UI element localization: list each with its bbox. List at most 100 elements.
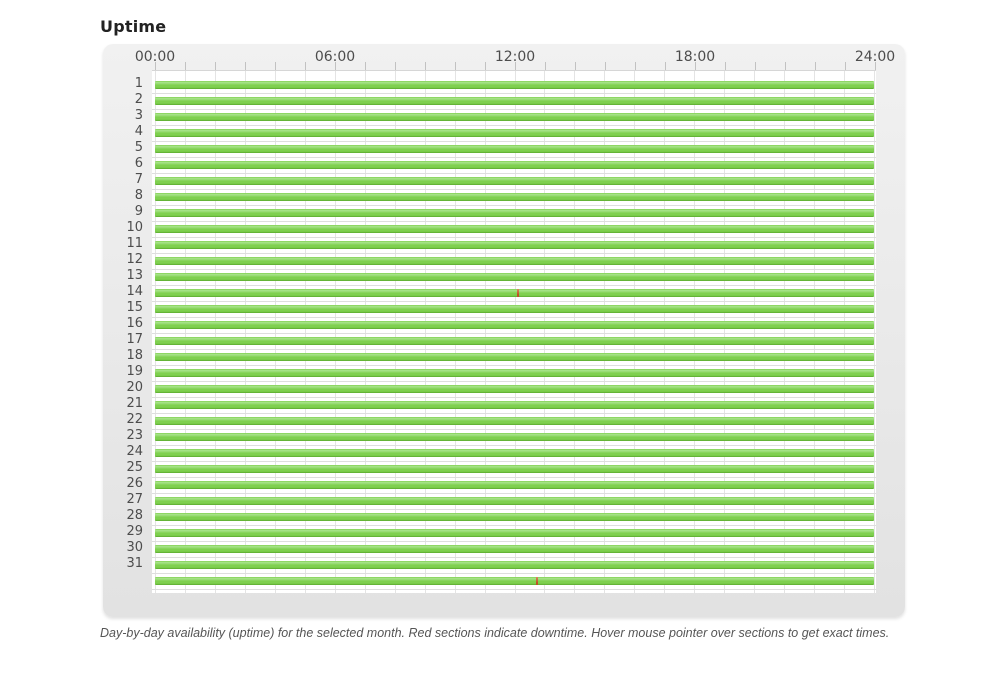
uptime-bar[interactable] bbox=[155, 529, 874, 537]
downtime-segment[interactable] bbox=[536, 577, 538, 585]
horizontal-gridline bbox=[152, 461, 876, 462]
uptime-bar[interactable] bbox=[155, 273, 874, 281]
day-label: 18 bbox=[126, 348, 143, 363]
time-axis-label: 18:00 bbox=[674, 49, 716, 65]
uptime-bar[interactable] bbox=[155, 401, 874, 409]
uptime-bar[interactable] bbox=[155, 321, 874, 329]
day-label: 12 bbox=[126, 252, 143, 267]
day-label: 9 bbox=[134, 204, 143, 219]
uptime-bar[interactable] bbox=[155, 497, 874, 505]
uptime-bar[interactable] bbox=[155, 161, 874, 169]
hour-tick bbox=[365, 62, 366, 70]
hour-tick bbox=[155, 62, 156, 70]
vertical-gridline bbox=[574, 71, 575, 593]
vertical-gridline bbox=[245, 71, 246, 593]
uptime-bar[interactable] bbox=[155, 97, 874, 105]
downtime-segment[interactable] bbox=[517, 289, 519, 297]
uptime-bar[interactable] bbox=[155, 193, 874, 201]
vertical-gridline bbox=[544, 71, 545, 593]
vertical-gridline bbox=[395, 71, 396, 593]
uptime-bar[interactable] bbox=[155, 81, 874, 89]
day-label: 21 bbox=[126, 396, 143, 411]
horizontal-gridline bbox=[152, 157, 876, 158]
uptime-bar[interactable] bbox=[155, 145, 874, 153]
hour-tick bbox=[665, 62, 666, 70]
uptime-bar[interactable] bbox=[155, 577, 874, 585]
horizontal-gridline bbox=[152, 333, 876, 334]
uptime-bar[interactable] bbox=[155, 545, 874, 553]
day-label: 19 bbox=[126, 364, 143, 379]
uptime-bar[interactable] bbox=[155, 465, 874, 473]
horizontal-gridline bbox=[152, 429, 876, 430]
uptime-bar[interactable] bbox=[155, 513, 874, 521]
hour-tick bbox=[695, 62, 696, 70]
vertical-gridline bbox=[485, 71, 486, 593]
horizontal-gridline bbox=[152, 317, 876, 318]
vertical-gridline bbox=[515, 71, 516, 593]
uptime-bar[interactable] bbox=[155, 369, 874, 377]
uptime-bar[interactable] bbox=[155, 561, 874, 569]
horizontal-gridline bbox=[152, 477, 876, 478]
hour-tick bbox=[755, 62, 756, 70]
time-axis-label: 12:00 bbox=[494, 49, 536, 65]
uptime-bar[interactable] bbox=[155, 449, 874, 457]
uptime-bar[interactable] bbox=[155, 241, 874, 249]
hour-tick bbox=[515, 62, 516, 70]
uptime-bar[interactable] bbox=[155, 385, 874, 393]
vertical-gridline bbox=[335, 71, 336, 593]
horizontal-gridline bbox=[152, 205, 876, 206]
hour-tick bbox=[185, 62, 186, 70]
horizontal-gridline bbox=[152, 509, 876, 510]
horizontal-gridline bbox=[152, 381, 876, 382]
hour-tick bbox=[335, 62, 336, 70]
uptime-bar[interactable] bbox=[155, 353, 874, 361]
uptime-bar[interactable] bbox=[155, 225, 874, 233]
day-label: 30 bbox=[126, 540, 143, 555]
horizontal-gridline bbox=[152, 573, 876, 574]
vertical-gridline bbox=[724, 71, 725, 593]
day-label: 6 bbox=[134, 156, 143, 171]
day-label: 13 bbox=[126, 268, 143, 283]
vertical-gridline bbox=[455, 71, 456, 593]
day-label: 3 bbox=[134, 108, 143, 123]
day-label: 26 bbox=[126, 476, 143, 491]
day-label: 27 bbox=[126, 492, 143, 507]
horizontal-gridline bbox=[152, 221, 876, 222]
uptime-bar[interactable] bbox=[155, 337, 874, 345]
horizontal-gridline bbox=[152, 125, 876, 126]
vertical-gridline bbox=[305, 71, 306, 593]
hour-tick bbox=[485, 62, 486, 70]
uptime-bar[interactable] bbox=[155, 209, 874, 217]
hour-tick bbox=[845, 62, 846, 70]
day-label: 14 bbox=[126, 284, 143, 299]
day-label: 24 bbox=[126, 444, 143, 459]
horizontal-gridline bbox=[152, 93, 876, 94]
uptime-bar[interactable] bbox=[155, 305, 874, 313]
horizontal-gridline bbox=[152, 445, 876, 446]
uptime-chart-panel: 00:00 06:00 12:00 18:00 24:00 1 2 3 4 5 6 7 8 9 10 11 1… bbox=[103, 44, 905, 617]
uptime-bar[interactable] bbox=[155, 129, 874, 137]
time-axis-label: 06:00 bbox=[314, 49, 356, 65]
day-label: 25 bbox=[126, 460, 143, 475]
uptime-bar[interactable] bbox=[155, 481, 874, 489]
vertical-gridline bbox=[784, 71, 785, 593]
uptime-bar[interactable] bbox=[155, 433, 874, 441]
day-label: 17 bbox=[126, 332, 143, 347]
horizontal-gridline bbox=[152, 285, 876, 286]
day-label: 20 bbox=[126, 380, 143, 395]
hour-tick bbox=[785, 62, 786, 70]
hour-tick bbox=[215, 62, 216, 70]
uptime-bar[interactable] bbox=[155, 417, 874, 425]
hour-tick bbox=[275, 62, 276, 70]
uptime-bar[interactable] bbox=[155, 289, 874, 297]
vertical-gridline bbox=[664, 71, 665, 593]
vertical-gridline bbox=[365, 71, 366, 593]
horizontal-gridline bbox=[152, 397, 876, 398]
uptime-bar[interactable] bbox=[155, 257, 874, 265]
day-label: 2 bbox=[134, 92, 143, 107]
vertical-gridline bbox=[425, 71, 426, 593]
day-label: 31 bbox=[126, 556, 143, 571]
uptime-bar[interactable] bbox=[155, 113, 874, 121]
uptime-bar[interactable] bbox=[155, 177, 874, 185]
chart-caption: Day-by-day availability (uptime) for the… bbox=[100, 626, 890, 640]
